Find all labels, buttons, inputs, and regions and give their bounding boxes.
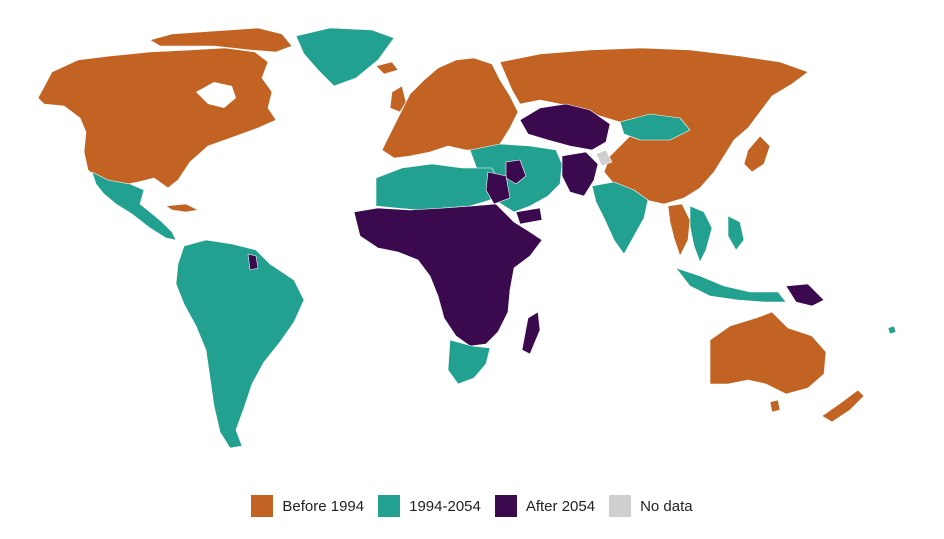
legend-swatch (494, 495, 517, 517)
region-thailand (667, 203, 691, 257)
region-madagascar (521, 311, 541, 355)
legend-swatch (378, 495, 401, 517)
region-north-america (37, 47, 277, 189)
legend-label: No data (640, 497, 693, 515)
legend-label: 1994-2054 (409, 497, 481, 515)
legend-label: After 2054 (525, 497, 596, 515)
region-australia (709, 311, 827, 395)
map-legend: Before 1994 1994-2054 After 2054 No data (0, 492, 944, 520)
legend-item-before-1994: Before 1994 (251, 495, 364, 517)
region-egypt (485, 171, 511, 205)
region-central-asia (519, 103, 611, 151)
region-se-asia (689, 205, 713, 263)
legend-item-1994-2054: 1994-2054 (378, 495, 481, 517)
region-afpak (561, 151, 599, 197)
world-map-svg (37, 27, 897, 449)
region-south-america (175, 239, 305, 449)
legend-item-no-data: No data (609, 495, 693, 517)
region-central-america (91, 171, 177, 241)
hudson-bay (196, 82, 236, 108)
region-europe (381, 57, 519, 159)
region-philippines (727, 215, 745, 251)
region-greenland (295, 27, 395, 87)
legend-label: Before 1994 (282, 497, 365, 515)
region-uk (389, 85, 407, 113)
region-mongolia (619, 113, 691, 141)
region-indonesia (675, 267, 787, 303)
region-no-data (595, 149, 613, 167)
region-tasmania (769, 399, 781, 413)
region-png (785, 283, 825, 307)
legend-swatch (609, 495, 632, 517)
region-yemen (515, 207, 543, 225)
region-guiana (247, 253, 259, 271)
region-iraq (505, 159, 527, 185)
region-iceland (375, 61, 399, 75)
legend-swatch (251, 495, 274, 517)
region-arctic-islands (149, 27, 293, 53)
region-southern-africa (447, 339, 491, 385)
region-north-africa (375, 163, 501, 211)
region-sub-saharan-africa (353, 203, 543, 347)
legend-item-after-2054: After 2054 (494, 495, 596, 517)
region-south-asia (591, 181, 649, 255)
region-caribbean (165, 203, 199, 213)
region-pacific-islands (887, 325, 897, 335)
world-map (37, 27, 897, 449)
region-new-zealand (821, 389, 865, 423)
region-japan (743, 135, 771, 173)
